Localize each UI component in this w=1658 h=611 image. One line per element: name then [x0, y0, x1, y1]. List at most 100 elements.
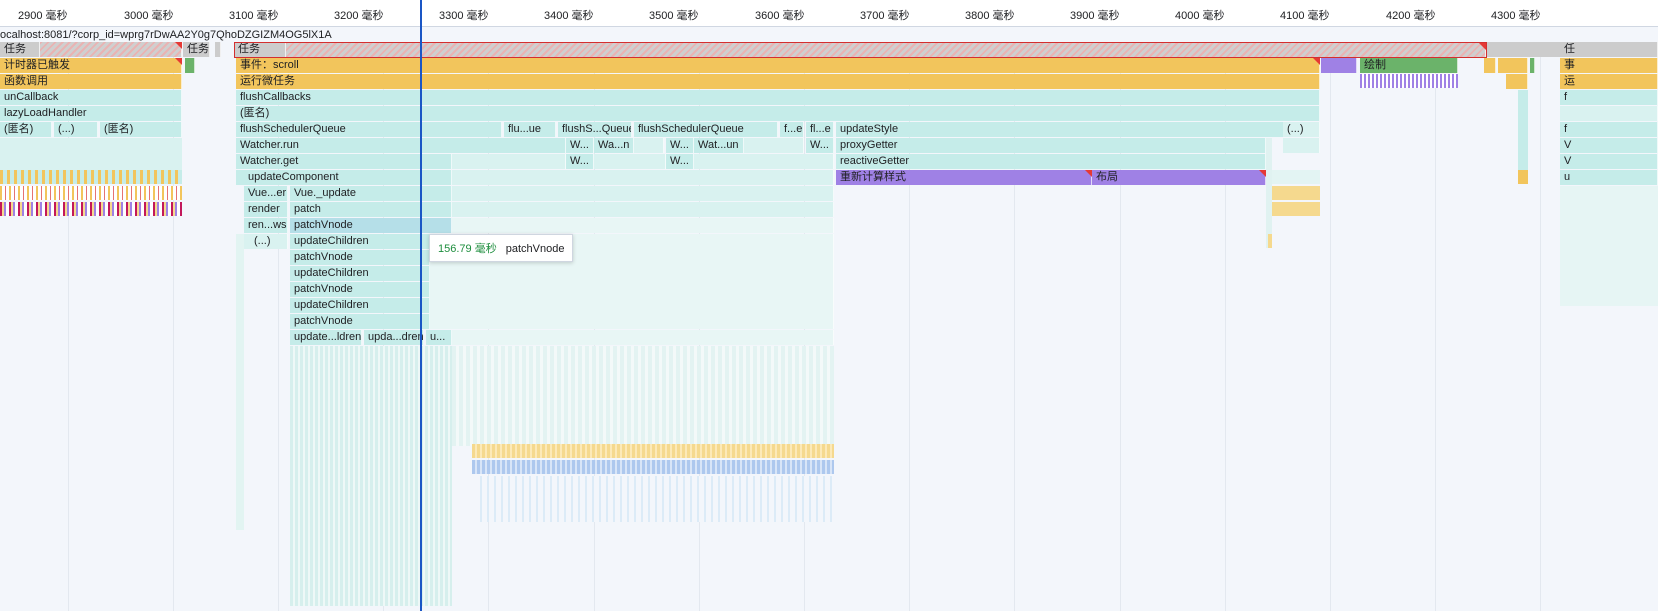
patch-vnode-block[interactable]: patchVnode: [290, 314, 430, 329]
watcher-get-block[interactable]: Watcher.get: [236, 154, 452, 169]
ruler-tick-label: 3600 毫秒: [755, 10, 805, 22]
layout-block[interactable]: 布局: [1092, 170, 1266, 185]
event-block[interactable]: [1506, 74, 1528, 89]
flush-scheduler-queue-block[interactable]: flushSchedulerQueue: [236, 122, 502, 137]
update-children-block[interactable]: updateChildren: [290, 298, 430, 313]
watcher-run-block[interactable]: W...: [666, 138, 694, 153]
watcher-get-block[interactable]: W...: [566, 154, 594, 169]
event-stripes: [0, 170, 182, 184]
ruler-tick-label: 3200 毫秒: [334, 10, 384, 22]
event-block[interactable]: 事: [1560, 58, 1658, 73]
reactive-getter-block[interactable]: reactiveGetter: [836, 154, 1266, 169]
watcher-block[interactable]: V: [1560, 154, 1658, 169]
proxy-getter-block[interactable]: proxyGetter: [836, 138, 1266, 153]
patch-vnode-block[interactable]: patchVnode: [290, 282, 430, 297]
ruler-tick-label: 3400 毫秒: [544, 10, 594, 22]
stack-fill: [452, 170, 834, 185]
update-style-block[interactable]: updateStyle: [836, 122, 1320, 137]
update-children-block[interactable]: u...: [426, 330, 452, 345]
warning-marker: [1259, 170, 1266, 177]
call-stack-fill: [0, 138, 182, 170]
callback-block[interactable]: unCallback: [0, 90, 182, 105]
event-block[interactable]: [1484, 58, 1496, 73]
gridline: [68, 42, 69, 611]
function-block[interactable]: f: [1560, 90, 1658, 105]
frame-url-label: ocalhost:8081/?corp_id=wprg7rDwAA2Y0g7Qh…: [0, 29, 332, 41]
ellipsis-block[interactable]: (...): [54, 122, 98, 137]
run-microtasks-block[interactable]: 运行微任务: [236, 74, 1320, 89]
stack-fill: [1283, 138, 1320, 153]
anonymous-block[interactable]: (匿名): [236, 106, 1320, 121]
lazy-load-handler-block[interactable]: lazyLoadHandler: [0, 106, 182, 121]
flush-scheduler-queue-block[interactable]: flushSchedulerQueue: [634, 122, 778, 137]
task-block[interactable]: 任务: [234, 42, 286, 57]
update-children-block[interactable]: upda...dren: [364, 330, 424, 345]
flush-scheduler-queue-block[interactable]: flu...ue: [504, 122, 556, 137]
watcher-run-block[interactable]: W...: [566, 138, 594, 153]
paint-block[interactable]: [1530, 58, 1535, 73]
watcher-run-block[interactable]: Watcher.run: [236, 138, 566, 153]
style-block[interactable]: [1321, 58, 1357, 73]
gridline: [1540, 42, 1541, 611]
gridline: [1120, 42, 1121, 611]
event-block: [1268, 234, 1272, 248]
deep-stack-fill: [290, 346, 452, 606]
update-component-block[interactable]: updateComponent: [236, 170, 452, 185]
warning-marker: [1313, 58, 1320, 65]
ruler-tick-label: 3300 毫秒: [439, 10, 489, 22]
patch-block[interactable]: patch: [290, 202, 452, 217]
gridline: [1435, 42, 1436, 611]
stack-fill: [1266, 138, 1272, 248]
recalculate-style-block[interactable]: 重新计算样式: [836, 170, 1092, 185]
update-children-block[interactable]: updateChildren: [290, 234, 430, 249]
gridline: [909, 42, 910, 611]
update-block[interactable]: u: [1560, 170, 1658, 185]
stack-fill: [1560, 186, 1658, 306]
flush-scheduler-queue-block[interactable]: f...e: [780, 122, 804, 137]
flush-scheduler-queue-block[interactable]: flushS...Queue: [558, 122, 632, 137]
watcher-block[interactable]: V: [1560, 138, 1658, 153]
ellipsis-block[interactable]: (...): [244, 234, 288, 249]
watcher-run-block[interactable]: W...: [806, 138, 834, 153]
anonymous-block[interactable]: (匿名): [0, 122, 52, 137]
warning-marker: [175, 58, 182, 65]
vue-update-block[interactable]: Vue._update: [290, 186, 452, 201]
ruler-tick-label: 4200 毫秒: [1386, 10, 1436, 22]
vue-render-watcher-block[interactable]: Vue...er: [244, 186, 288, 201]
task-block[interactable]: 任务: [183, 42, 210, 57]
warning-marker: [1085, 170, 1092, 177]
ellipsis-block[interactable]: (...): [1283, 122, 1320, 137]
long-task-outline: [234, 42, 1487, 58]
gridline: [1014, 42, 1015, 611]
ruler-tick-label: 3800 毫秒: [965, 10, 1015, 22]
watcher-get-block[interactable]: W...: [666, 154, 694, 169]
time-ruler[interactable]: 2900 毫秒 3000 毫秒 3100 毫秒 3200 毫秒 3300 毫秒 …: [0, 0, 1658, 27]
paint-block[interactable]: [185, 58, 195, 73]
update-children-block[interactable]: updateChildren: [290, 266, 430, 281]
timer-fired-block[interactable]: 计时器已触发: [0, 58, 182, 73]
render-block[interactable]: render: [244, 202, 288, 217]
flame-chart-area[interactable]: 任务 计时器已触发 函数调用 unCallback lazyLoadHandle…: [0, 42, 1658, 611]
render-list-block[interactable]: ren...ws: [244, 218, 288, 233]
task-block[interactable]: [215, 42, 221, 57]
paint-block[interactable]: 绘制: [1360, 58, 1458, 73]
patch-vnode-block[interactable]: patchVnode: [290, 218, 452, 233]
task-block[interactable]: 任: [1560, 42, 1658, 57]
flush-callbacks-block[interactable]: flushCallbacks: [236, 90, 1320, 105]
watcher-run-block[interactable]: Wa...n: [594, 138, 634, 153]
flush-scheduler-queue-block[interactable]: fl...e: [806, 122, 834, 137]
patch-vnode-block[interactable]: patchVnode: [290, 250, 430, 265]
gridline: [278, 42, 279, 611]
event-block[interactable]: [1498, 58, 1528, 73]
event-block: [1272, 202, 1320, 216]
watcher-run-block[interactable]: Wat...un: [694, 138, 744, 153]
microtasks-block[interactable]: 运: [1560, 74, 1658, 89]
stack-fill: [634, 138, 664, 153]
update-children-block[interactable]: update...ldren: [290, 330, 362, 345]
scroll-event-block[interactable]: 事件：scroll: [236, 58, 1320, 73]
function-call-block[interactable]: 函数调用: [0, 74, 182, 89]
anonymous-block[interactable]: (匿名): [100, 122, 182, 137]
task-block[interactable]: 任务: [0, 42, 40, 57]
ruler-tick-label: 3900 毫秒: [1070, 10, 1120, 22]
function-block[interactable]: f: [1560, 122, 1658, 137]
